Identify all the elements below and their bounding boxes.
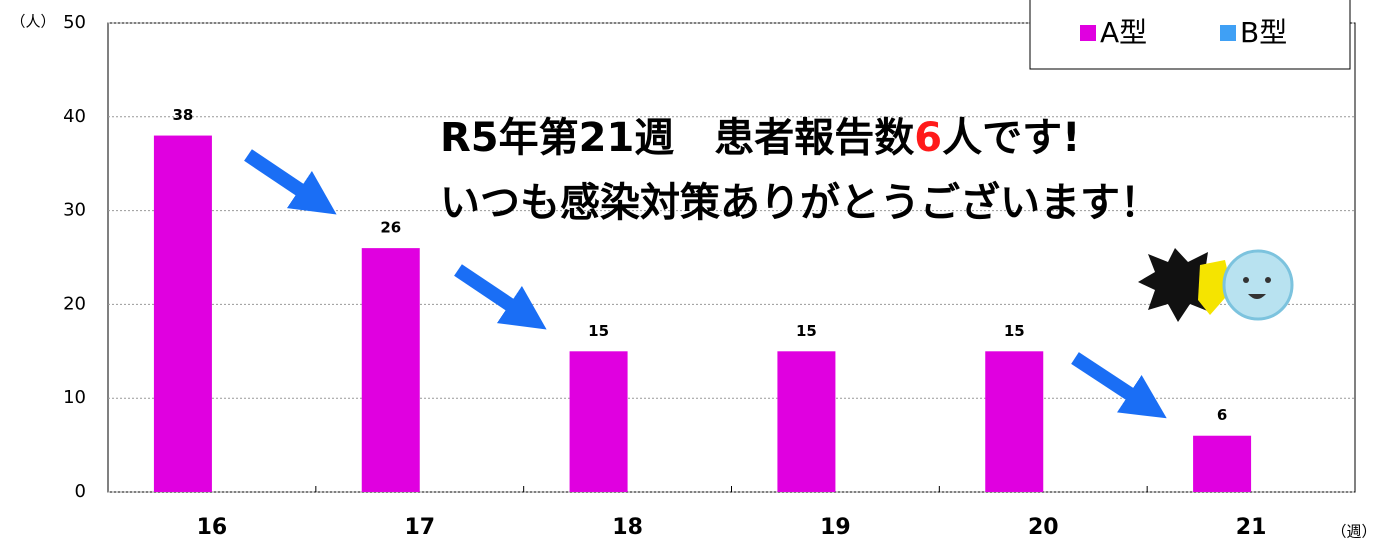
- virus-icon: [1138, 248, 1292, 322]
- data-label: 6: [1217, 406, 1227, 424]
- data-label: 15: [588, 322, 609, 340]
- legend: A型 B型: [1030, 0, 1350, 69]
- data-label: 15: [796, 322, 817, 340]
- bar: [570, 351, 628, 492]
- annotation-part: R5年第21週 患者報告数: [440, 115, 914, 161]
- x-tick-label: 16: [197, 515, 228, 540]
- chart: （人） （週） 0 10 20 30 40 50 16 38 17 26 18 15 19 15 20 15 2…: [0, 0, 1379, 542]
- annotation: R5年第21週 患者報告数6人です!: [440, 115, 1080, 161]
- x-tick-label: 17: [404, 515, 435, 540]
- arrow: [1075, 358, 1148, 406]
- plot-frame: [108, 23, 1355, 492]
- bar: [362, 248, 420, 492]
- annotation-part: 人です!: [942, 115, 1080, 161]
- annotation: いつも感染対策ありがとうございます！: [440, 180, 1160, 226]
- bar: [1193, 436, 1251, 492]
- y-tick-label: 0: [75, 481, 86, 502]
- legend-swatch: [1080, 25, 1096, 41]
- y-tick-label: 10: [63, 387, 86, 408]
- bar: [985, 351, 1043, 492]
- legend-box: [1030, 0, 1350, 69]
- data-label: 26: [380, 219, 401, 237]
- x-axis-unit: （週）: [1331, 523, 1376, 541]
- legend-label: A型: [1100, 16, 1147, 49]
- y-tick-label: 20: [63, 293, 86, 314]
- arrow: [248, 155, 318, 202]
- bar: [777, 351, 835, 492]
- data-label: 38: [172, 106, 193, 124]
- x-tick-label: 20: [1028, 515, 1059, 540]
- bar: [154, 136, 212, 492]
- x-tick-label: 21: [1236, 515, 1267, 540]
- x-tick-label: 18: [612, 515, 643, 540]
- annotation-highlight: 6: [914, 115, 942, 161]
- data-label: 15: [1004, 322, 1025, 340]
- x-tick-label: 19: [820, 515, 851, 540]
- y-tick-label: 50: [63, 12, 86, 33]
- arrow: [458, 270, 528, 317]
- y-tick-label: 40: [63, 106, 86, 127]
- legend-swatch: [1220, 25, 1236, 41]
- y-axis-unit: （人）: [10, 13, 55, 31]
- legend-label: B型: [1240, 16, 1287, 49]
- y-tick-label: 30: [63, 200, 86, 221]
